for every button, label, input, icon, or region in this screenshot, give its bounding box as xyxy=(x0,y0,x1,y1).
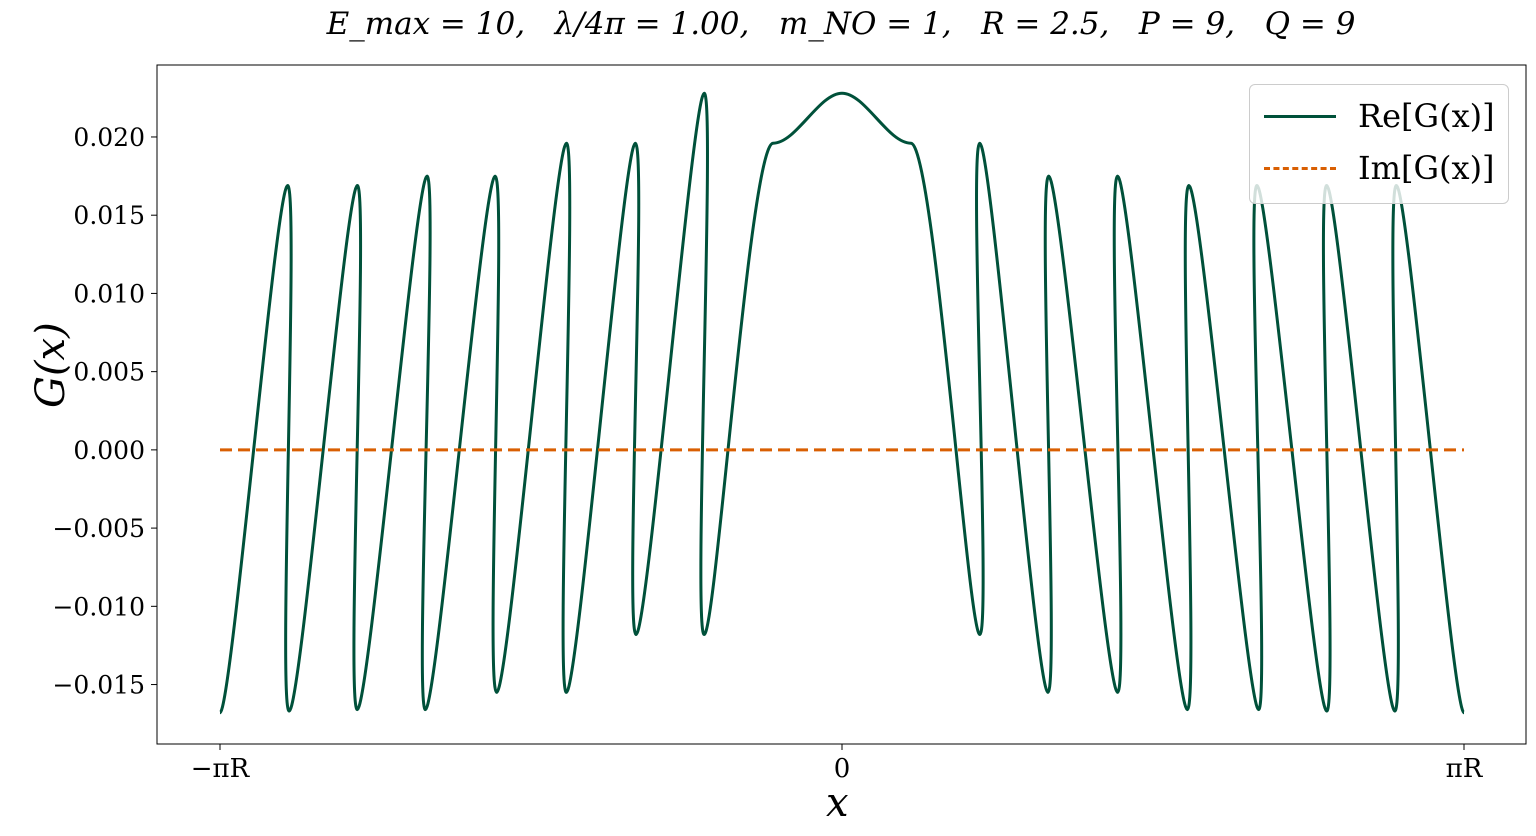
chart-title: E_max = 10, λ/4π = 1.00, m_NO = 1, R = 2… xyxy=(326,6,1356,42)
y-tick-label-1: 0.015 xyxy=(73,201,145,230)
y-tick-label-3: 0.005 xyxy=(73,358,145,387)
x-tick-label-0: −πR xyxy=(191,754,251,784)
ticks-layer: −πR 0 πR 0.020 0.015 0.010 0.005 0.000 −0.005 −0.… xyxy=(52,123,1483,784)
legend-swatch-re xyxy=(1264,115,1336,118)
legend-label-re: Re[G(x)] xyxy=(1358,97,1495,135)
legend-item-re: Re[G(x)] xyxy=(1250,91,1508,141)
legend-item-im: Im[G(x)] xyxy=(1250,143,1508,193)
y-tick-label-4: 0.000 xyxy=(73,436,145,465)
y-tick-label-6: −0.010 xyxy=(52,592,145,621)
x-tick-label-1: 0 xyxy=(834,754,851,784)
legend-swatch-im xyxy=(1264,167,1336,170)
x-axis-label: x xyxy=(826,780,849,826)
y-tick-label-2: 0.010 xyxy=(73,279,145,308)
legend-label-im: Im[G(x)] xyxy=(1358,149,1495,187)
x-tick-label-2: πR xyxy=(1446,754,1484,784)
y-axis-label: G(x) xyxy=(28,322,74,408)
legend: Re[G(x)] Im[G(x)] xyxy=(1249,84,1509,204)
y-tick-label-0: 0.020 xyxy=(73,123,145,152)
y-tick-label-5: −0.005 xyxy=(52,514,145,543)
y-tick-label-7: −0.015 xyxy=(52,671,145,700)
